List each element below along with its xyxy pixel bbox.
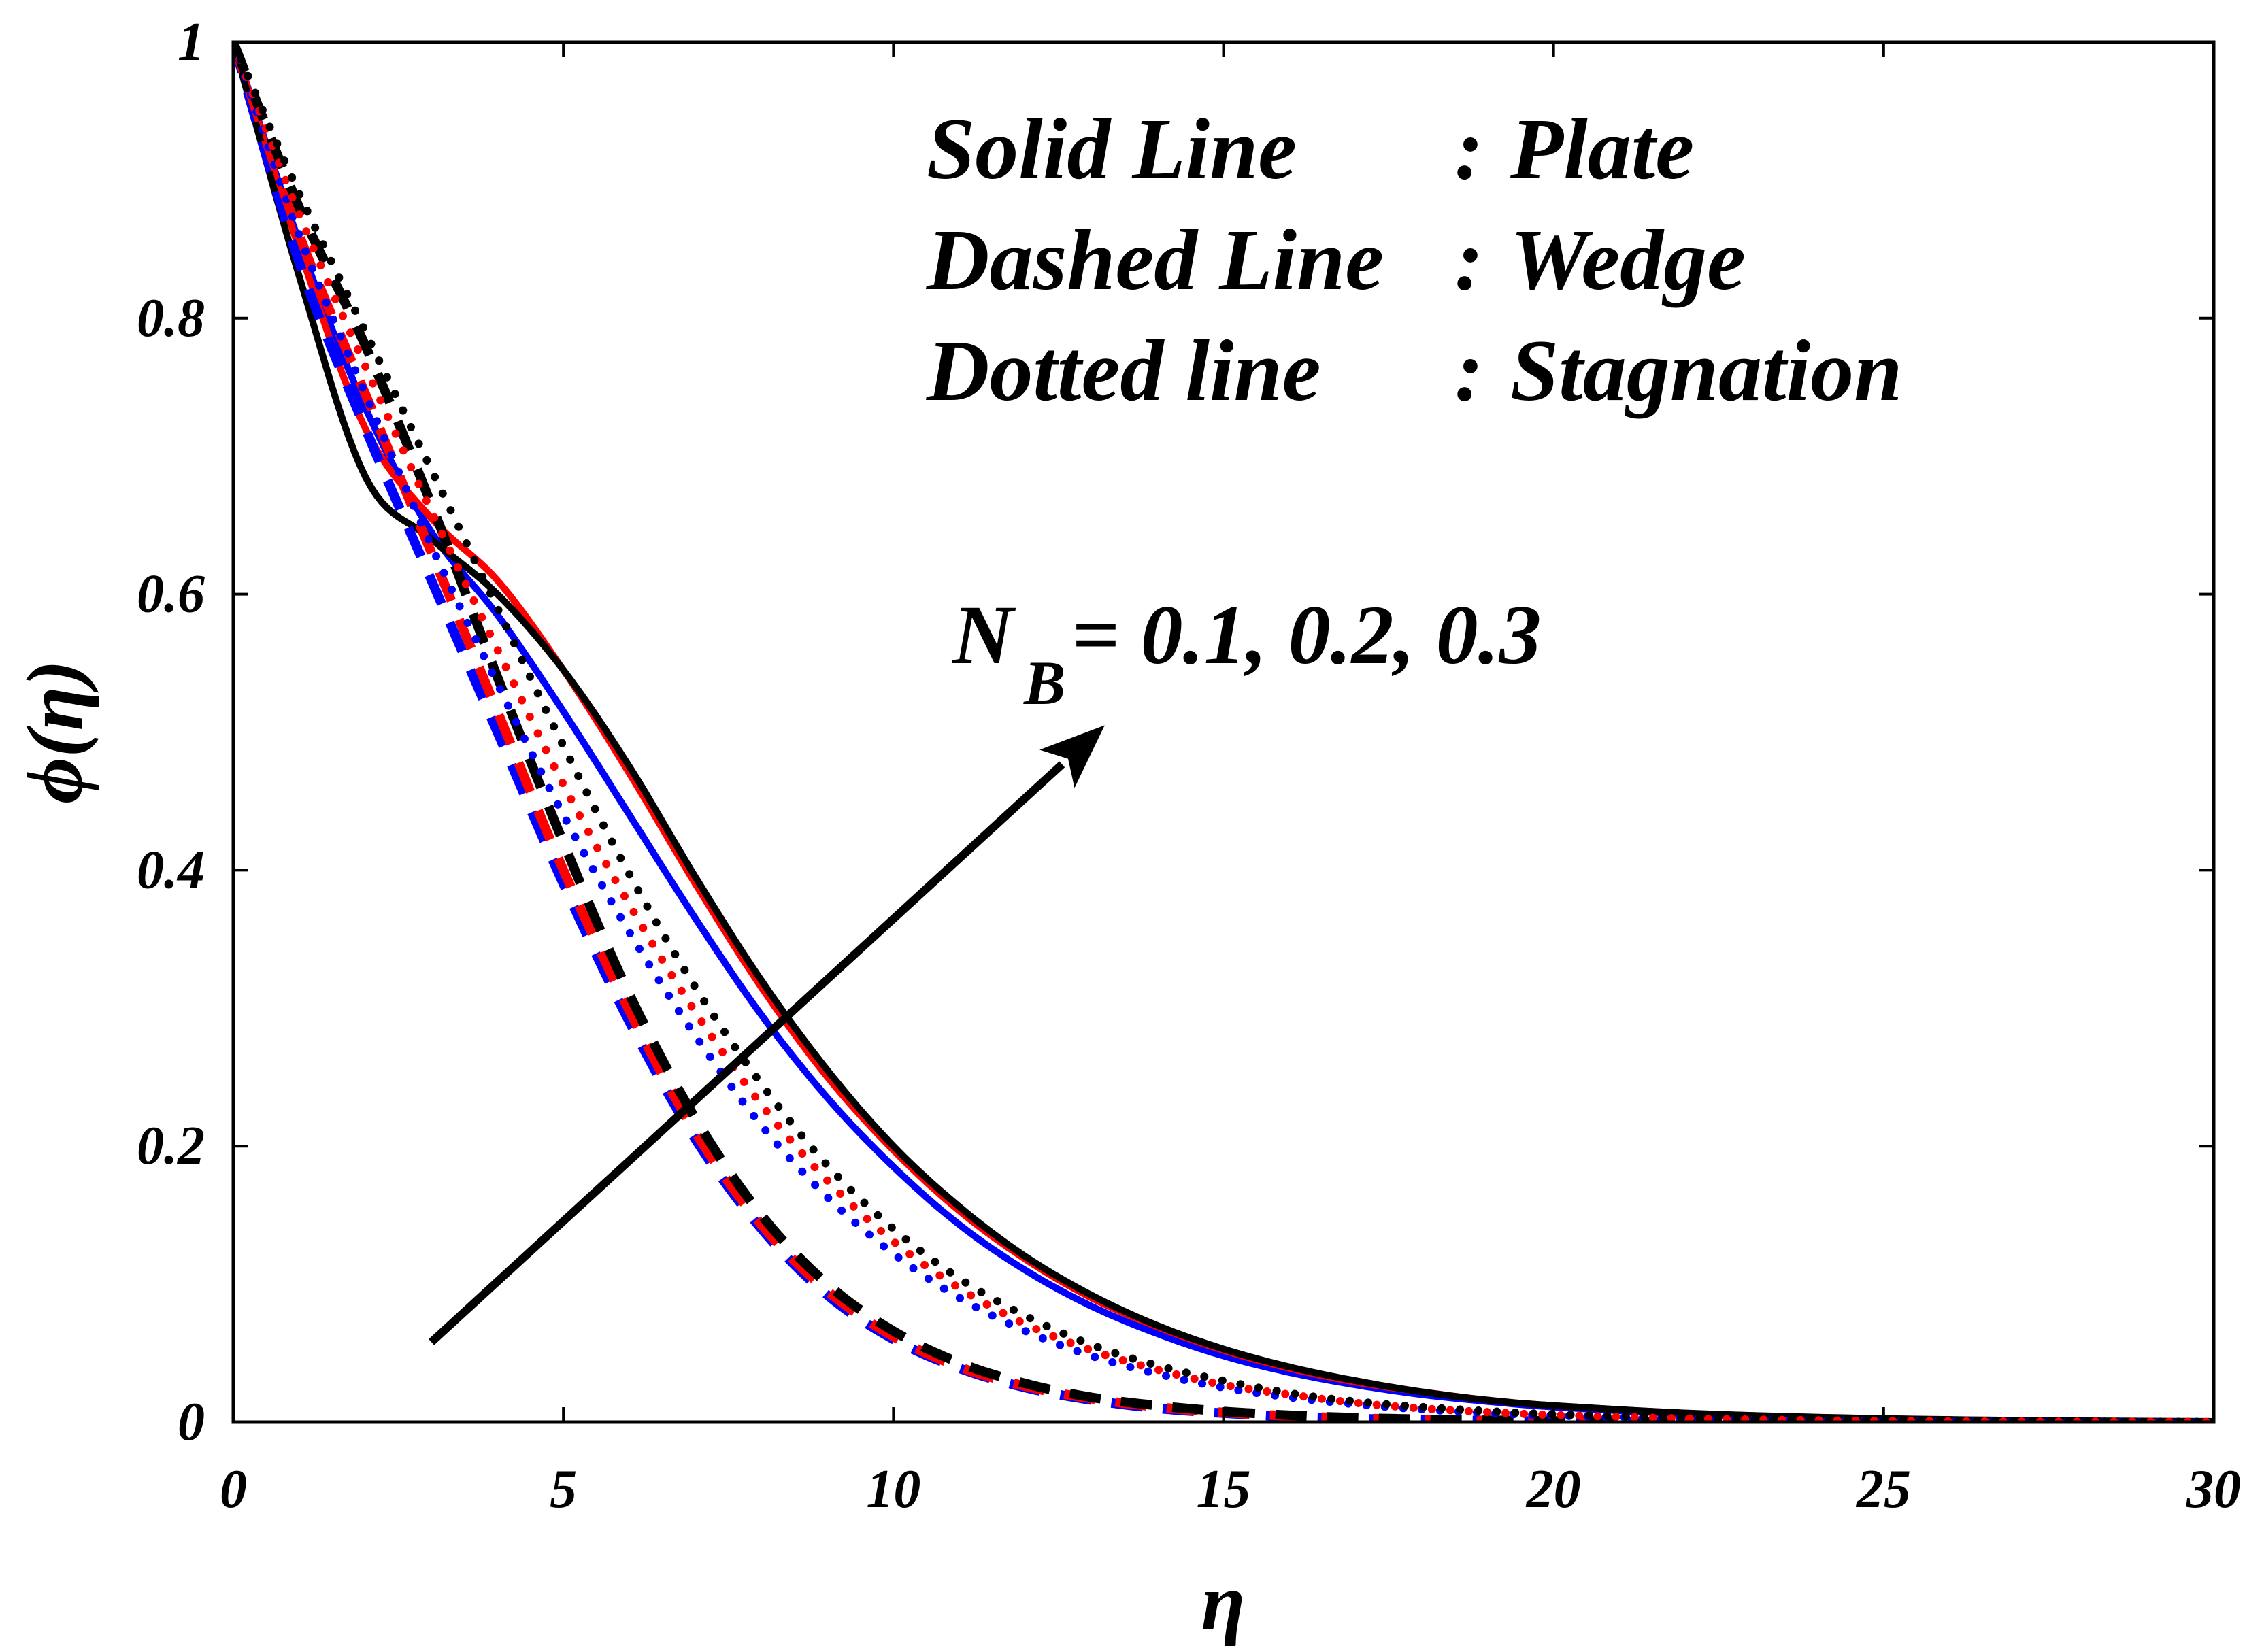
tick-layer: 0 5 10 15 20 25 30 0 0.2 0.4 0.6 0.8 1 (137, 12, 2241, 1519)
x-tick-label-0: 0 (220, 1460, 247, 1519)
y-tick-label-1: 0.2 (137, 1116, 205, 1176)
x-tick-label-5: 25 (1856, 1460, 1911, 1519)
legend-sep-dashed: : (1454, 212, 1484, 308)
legend-geometry-wedge: Wedge (1510, 212, 1746, 308)
series-line-stagnation-nb-03 (233, 42, 2214, 1422)
x-tick-label-2: 10 (866, 1460, 920, 1519)
series-line-plate-nb-03 (233, 42, 2214, 1422)
y-tick-label-0: 0 (178, 1392, 205, 1452)
legend-sep-solid: : (1454, 101, 1484, 197)
annotation-symbol: N (951, 588, 1016, 681)
x-tick-label-6: 30 (2186, 1460, 2241, 1519)
parameter-annotation: N B = 0.1, 0.2, 0.3 (951, 588, 1542, 718)
annotation-values: = 0.1, 0.2, 0.3 (1071, 588, 1542, 681)
series-line-wedge-nb-03 (233, 42, 1818, 1422)
y-tick-label-3: 0.6 (137, 564, 205, 624)
x-tick-label-1: 5 (550, 1460, 577, 1519)
y-tick-label-5: 1 (178, 12, 205, 72)
line-style-legend: Solid Line : Plate Dashed Line : Wedge D… (926, 101, 1902, 419)
legend-style-dotted: Dotted line (926, 322, 1321, 419)
legend-style-solid: Solid Line (927, 101, 1297, 197)
y-axis-title: ϕ(η) (10, 660, 99, 804)
y-tick-label-2: 0.4 (137, 840, 205, 900)
y-tick-label-4: 0.8 (137, 288, 205, 348)
x-tick-label-4: 20 (1526, 1460, 1581, 1519)
legend-geometry-plate: Plate (1510, 101, 1694, 197)
trend-arrow-head (1039, 725, 1105, 788)
series-layer (233, 42, 2214, 1422)
legend-sep-dotted: : (1454, 322, 1484, 419)
x-axis-title: η (1201, 1557, 1246, 1647)
trend-arrow (429, 761, 1065, 1345)
legend-style-dashed: Dashed Line (926, 212, 1384, 308)
legend-geometry-stagnation: Stagnation (1510, 322, 1902, 419)
annotation-subscript: B (1023, 648, 1065, 718)
x-tick-label-3: 15 (1197, 1460, 1251, 1519)
